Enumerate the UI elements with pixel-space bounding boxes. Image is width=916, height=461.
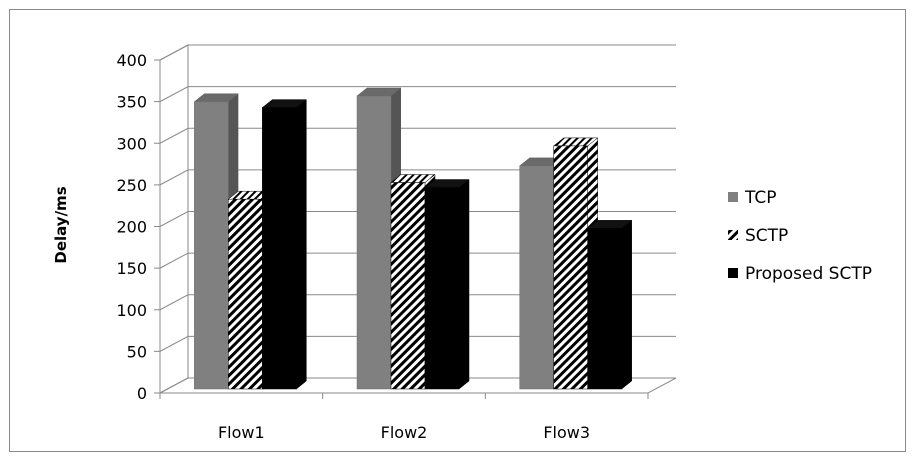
legend-swatch: [728, 230, 738, 240]
gridline: [159, 252, 676, 269]
x-tick-label: Flow1: [218, 423, 265, 442]
y-tick-label: 350: [116, 93, 147, 112]
bars: [193, 87, 633, 390]
bar-proposed-sctp-flow1: [261, 99, 308, 390]
y-tick-label: 50: [127, 342, 147, 361]
y-axis-label: Delay/ms: [52, 186, 70, 263]
legend-swatch: [728, 268, 738, 278]
y-tick-label: 300: [116, 134, 147, 153]
legend-item: Proposed SCTP: [728, 264, 872, 284]
legend-item: SCTP: [728, 226, 788, 246]
bar-front-face: [424, 187, 460, 390]
legend: TCP SCTP Proposed SCTP: [728, 188, 872, 284]
y-tick-label: 200: [116, 218, 147, 237]
bar-front-face: [194, 101, 229, 390]
y-tick-label: 150: [116, 259, 147, 278]
y-tick-label: 250: [116, 176, 147, 195]
gridline: [159, 294, 676, 311]
y-tick-label: 100: [116, 301, 147, 320]
gridline: [159, 335, 676, 352]
bar-proposed-sctp-flow2: [424, 179, 470, 390]
bar-side-face: [296, 99, 307, 390]
y-tick-label: 400: [116, 51, 147, 70]
y-axis-ticks: 0 50 100 150 200 250 300 350 400: [116, 51, 147, 403]
gridline: [159, 86, 676, 103]
gridline: [159, 169, 676, 186]
gridline: [159, 127, 676, 144]
bar-front-face: [262, 107, 297, 390]
legend-label: TCP: [744, 188, 777, 208]
y-tick-label: 0: [137, 384, 147, 403]
bar-proposed-sctp-flow3: [586, 219, 633, 390]
bar-side-face: [458, 179, 470, 390]
x-axis-ticks: Flow1 Flow2 Flow3: [159, 393, 649, 442]
legend-swatch: [728, 192, 738, 202]
bar-front-face: [356, 95, 392, 390]
bar-front-face: [553, 145, 588, 390]
chart-frame: [9, 9, 906, 452]
bar-front-face: [519, 165, 554, 390]
legend-label: SCTP: [745, 226, 788, 246]
gridlines: [154, 44, 676, 394]
bar-front-face: [587, 228, 622, 390]
legend-label: Proposed SCTP: [745, 264, 872, 284]
legend-item: TCP: [728, 188, 777, 208]
bar-sctp-flow3: [552, 137, 599, 390]
gridline: [159, 211, 676, 227]
bar-front-face: [228, 198, 263, 390]
gridline: [159, 44, 676, 61]
gridline: [159, 377, 676, 394]
x-tick-label: Flow2: [381, 423, 428, 442]
bar-front-face: [390, 182, 426, 390]
bar-side-face: [621, 219, 632, 390]
x-tick-label: Flow3: [543, 423, 590, 442]
